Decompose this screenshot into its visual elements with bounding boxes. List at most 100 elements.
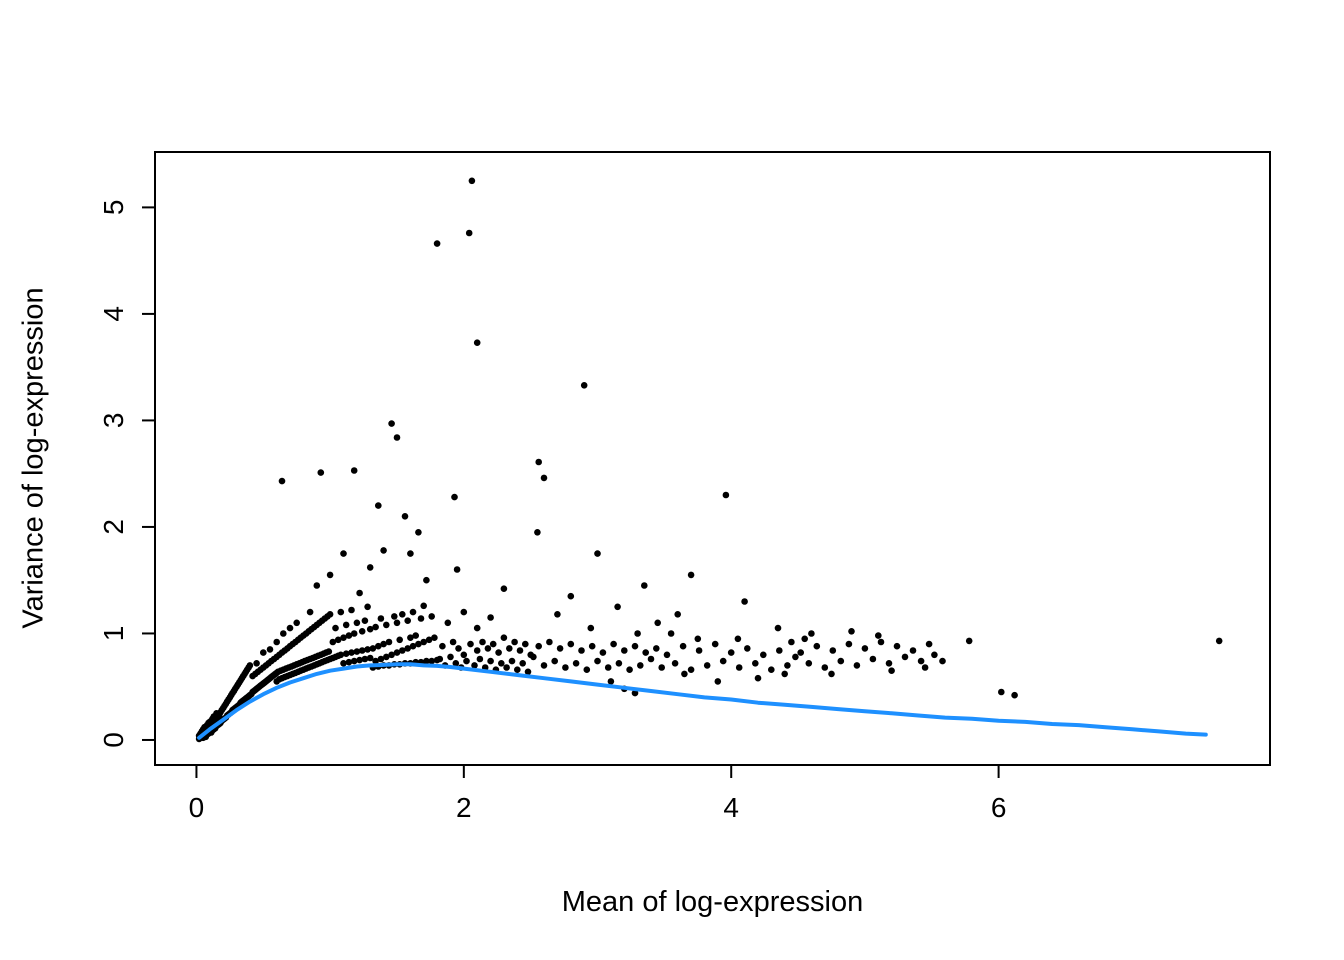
- data-point: [534, 529, 541, 536]
- data-point: [500, 634, 508, 641]
- data-point: [580, 382, 588, 389]
- data-point: [350, 657, 358, 665]
- data-point: [626, 666, 633, 673]
- data-point: [340, 634, 347, 641]
- data-point: [361, 655, 369, 663]
- data-point: [417, 615, 425, 622]
- data-point: [332, 624, 339, 632]
- data-point: [965, 637, 973, 645]
- data-point: [372, 657, 379, 665]
- data-point: [358, 647, 366, 654]
- data-point: [760, 651, 767, 659]
- data-point: [345, 658, 353, 666]
- data-point: [407, 634, 414, 641]
- data-point: [431, 634, 438, 641]
- x-tick-label: 0: [189, 792, 205, 823]
- y-tick-label: 5: [98, 200, 129, 216]
- data-point: [540, 662, 548, 669]
- data-point: [848, 628, 855, 635]
- data-point: [722, 491, 730, 499]
- data-point: [356, 589, 363, 597]
- data-point: [380, 547, 387, 554]
- data-point: [653, 645, 660, 652]
- data-point: [845, 640, 853, 648]
- data-point: [776, 647, 783, 654]
- data-point: [752, 660, 759, 667]
- data-point: [634, 630, 641, 637]
- data-point: [342, 621, 350, 629]
- data-point: [385, 638, 393, 646]
- data-point: [551, 657, 558, 665]
- data-point: [350, 630, 358, 637]
- data-point: [901, 653, 909, 661]
- data-point: [393, 619, 401, 627]
- data-point: [554, 611, 561, 618]
- data-point: [345, 632, 353, 639]
- data-point: [631, 642, 639, 650]
- data-point: [893, 642, 901, 650]
- data-point: [621, 647, 628, 654]
- data-point: [460, 608, 468, 616]
- data-point: [774, 624, 782, 632]
- data-point: [781, 670, 788, 678]
- data-point: [266, 646, 274, 653]
- data-point: [604, 664, 612, 671]
- data-point: [377, 615, 385, 622]
- data-point: [498, 660, 505, 667]
- data-point: [1215, 637, 1223, 645]
- data-point: [396, 636, 404, 644]
- data-point: [754, 674, 762, 682]
- x-tick-label: 4: [723, 792, 739, 823]
- data-point: [380, 640, 387, 648]
- data-point: [599, 649, 607, 656]
- data-point: [588, 642, 596, 650]
- data-point: [455, 645, 462, 652]
- data-point: [522, 640, 529, 648]
- data-point: [1011, 691, 1018, 699]
- data-point: [495, 649, 502, 656]
- data-point: [642, 649, 649, 656]
- data-point: [641, 582, 648, 589]
- data-point: [735, 664, 743, 671]
- data-point: [516, 647, 524, 654]
- data-point: [921, 664, 929, 671]
- y-tick-label: 3: [98, 413, 129, 429]
- data-point: [280, 630, 287, 637]
- data-point: [334, 636, 342, 644]
- y-tick-label: 2: [98, 519, 129, 535]
- data-point: [473, 647, 481, 654]
- data-point: [909, 647, 917, 654]
- data-point: [278, 477, 286, 485]
- data-point: [286, 624, 294, 632]
- data-point: [714, 678, 722, 685]
- data-point: [658, 664, 665, 671]
- data-point: [500, 585, 508, 592]
- data-point: [663, 651, 671, 659]
- data-point: [364, 646, 371, 653]
- data-point: [420, 602, 428, 610]
- data-point: [460, 651, 468, 659]
- data-point: [409, 608, 417, 616]
- data-point: [801, 635, 808, 643]
- data-point: [348, 649, 355, 656]
- data-point: [353, 619, 361, 627]
- data-point: [768, 666, 775, 673]
- data-point: [409, 642, 417, 650]
- data-point: [412, 632, 420, 639]
- data-point: [788, 638, 795, 646]
- data-point: [388, 420, 395, 427]
- data-point: [415, 529, 422, 536]
- data-point: [356, 656, 363, 664]
- data-point: [260, 649, 267, 656]
- data-point: [998, 688, 1005, 696]
- data-point: [391, 613, 398, 620]
- data-point: [404, 645, 412, 652]
- data-point: [925, 640, 933, 648]
- y-axis-title: Variance of log-expression: [17, 287, 50, 629]
- data-point: [383, 653, 390, 661]
- data-point: [885, 660, 893, 667]
- data-point: [399, 611, 406, 618]
- data-point: [423, 576, 430, 584]
- data-point: [476, 655, 484, 663]
